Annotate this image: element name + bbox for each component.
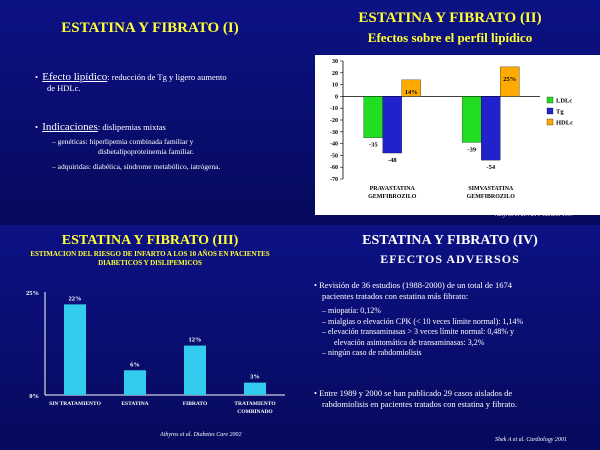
sub-transaminasas: – elevación transaminasas > 3 veces lími… <box>322 327 515 336</box>
category-label: COMBINADO <box>237 409 273 415</box>
y-tick-label: -40 <box>330 142 338 148</box>
legend-swatch <box>546 107 554 115</box>
category-label: TRATAMIENTO <box>234 401 276 407</box>
slide-title: ESTATINA Y FIBRATO (IV) <box>362 233 538 248</box>
sub-bullet-adquiridas: – adquiridas: diabética, síndrome metabó… <box>52 162 221 171</box>
bullet-efecto-lipidico: • Efecto lipídico: reducción de Tg y lig… <box>35 71 227 94</box>
bullet-text: : reducción de Tg y ligero aumento <box>107 72 227 82</box>
data-label: 12% <box>189 337 202 344</box>
bullet-text-cont: pacientes tratados con estatina más fibr… <box>322 291 469 301</box>
y-tick-label: -60 <box>330 165 338 171</box>
category-label: FIBRATO <box>183 401 208 407</box>
y-tick-label: 25% <box>26 290 39 297</box>
y-tick-label: -10 <box>330 106 338 112</box>
bullet-text-cont: de HDLc. <box>47 83 81 93</box>
bar <box>184 345 206 395</box>
bar-ldlc <box>363 96 383 138</box>
y-tick-label: 30 <box>332 59 338 65</box>
data-label: 25% <box>503 76 516 83</box>
category-label: GEMFIBROZILO <box>368 194 417 200</box>
slide-estatina-fibrato-iv: ESTATINA Y FIBRATO (IV) EFECTOS ADVERSOS… <box>300 225 600 450</box>
category-label: PRAVASTATINA <box>370 186 416 192</box>
y-tick-label: 10 <box>332 83 338 89</box>
data-label: 3% <box>250 374 260 381</box>
data-label: 22% <box>69 295 82 302</box>
legend-swatch <box>546 96 554 104</box>
y-tick-label: -50 <box>330 153 338 159</box>
legend-label: LDLc <box>556 98 572 105</box>
data-label: -39 <box>467 146 476 153</box>
slide-subtitle: EFECTOS ADVERSOS <box>380 252 520 266</box>
slide-title: ESTATINA Y FIBRATO (I) <box>61 20 239 36</box>
sub-bullet-geneticas: – genéticas: hiperlipemia combinada fami… <box>52 137 297 157</box>
bullet-text: : dislipemias mixtas <box>97 122 166 132</box>
sub-text: – genéticas: hiperlipemia combinada fami… <box>52 137 194 146</box>
sub-rabdomiolisis: – ningún caso de rabdomiolisis <box>322 348 422 357</box>
citation: Athyros et al. Diabetes Care 2002 <box>160 432 242 438</box>
sub-mialgias: – mialgias o elevación CPK (< 10 veces l… <box>322 316 524 326</box>
slide-estatina-fibrato-ii: ESTATINA Y FIBRATO (II) Efectos sobre el… <box>300 0 600 225</box>
bar-hdlc <box>401 79 421 97</box>
sub-transaminasas-cont: elevación asintomática de transaminasas:… <box>334 337 485 347</box>
citation: Athyros et al. Am J Cardiol 1997 <box>495 212 574 218</box>
sub-bullets: – miopatía: 0,12% – mialgias o elevación… <box>322 306 600 359</box>
slide-estatina-fibrato-iii: ESTATINA Y FIBRATO (III) ESTIMACION DEL … <box>0 225 300 450</box>
y-tick-label: -70 <box>330 177 338 183</box>
data-label: 6% <box>130 361 140 368</box>
slide-estatina-fibrato-i: ESTATINA Y FIBRATO (I) • Efecto lipídico… <box>0 0 300 225</box>
slide-subtitle: Efectos sobre el perfil lipídico <box>367 30 533 45</box>
y-tick-label: -30 <box>330 130 338 136</box>
lipid-profile-chart: 30 20 10 0 -10 -20 -30 -40 -50 -60 -70 -35 -48 14% PRA… <box>330 59 573 200</box>
bullet-casos: • Entre 1989 y 2000 se han publicado 29 … <box>314 388 599 410</box>
legend-swatch <box>546 118 554 126</box>
legend-label: HDLc <box>556 120 573 127</box>
bullet-text-cont: rabdomiolisis en pacientes tratados con … <box>322 399 517 409</box>
slide-subtitle: ESTIMACION DEL RIESGO DE INFARTO A LOS 1… <box>30 250 270 267</box>
infarct-risk-chart: 25% 0% 22% SIN TRATAMIENTO 6% ESTATINA 12% FIBR… <box>26 290 285 415</box>
legend-label: Tg <box>556 109 564 116</box>
bar-tg <box>382 96 402 154</box>
bullet-label: Indicaciones <box>42 121 98 133</box>
bar-hdlc <box>500 66 520 97</box>
bar-tg <box>481 96 501 161</box>
y-tick-label: 0 <box>335 94 338 100</box>
slide-title: ESTATINA Y FIBRATO (III) <box>61 233 239 248</box>
bullet-text: • Entre 1989 y 2000 se han publicado 29 … <box>314 388 513 398</box>
category-label: ESTATINA <box>121 401 148 407</box>
bar <box>124 370 146 395</box>
bar <box>244 382 266 395</box>
category-label: SIMVASTATINA <box>468 186 514 192</box>
chart-background <box>315 55 600 215</box>
bullet-indicaciones: • Indicaciones: dislipemias mixtas <box>35 121 166 133</box>
bar-ldlc <box>462 96 482 143</box>
y-tick-label: 20 <box>332 71 338 77</box>
sub-text-cont: disbetalipoproteinemia familiar. <box>98 147 194 156</box>
y-tick-label: 0% <box>29 393 39 400</box>
category-label: GEMFIBROZILO <box>467 194 516 200</box>
bullet-text: • Revisión de 36 estudios (1988-2000) de… <box>314 280 512 290</box>
data-label: -54 <box>486 164 495 171</box>
data-label: -48 <box>388 157 397 164</box>
bar <box>64 304 86 395</box>
data-label: 14% <box>405 89 418 96</box>
citation: Shek A et al. Cardiology 2001 <box>495 437 567 443</box>
category-label: SIN TRATAMIENTO <box>49 401 101 407</box>
bullet-revision: • Revisión de 36 estudios (1988-2000) de… <box>314 280 599 302</box>
sub-miopatia: – miopatía: 0,12% <box>322 306 381 315</box>
data-label: -35 <box>369 142 378 149</box>
y-tick-label: -20 <box>330 118 338 124</box>
bullet-label: Efecto lipídico <box>42 71 108 83</box>
slide-title: ESTATINA Y FIBRATO (II) <box>358 10 542 26</box>
